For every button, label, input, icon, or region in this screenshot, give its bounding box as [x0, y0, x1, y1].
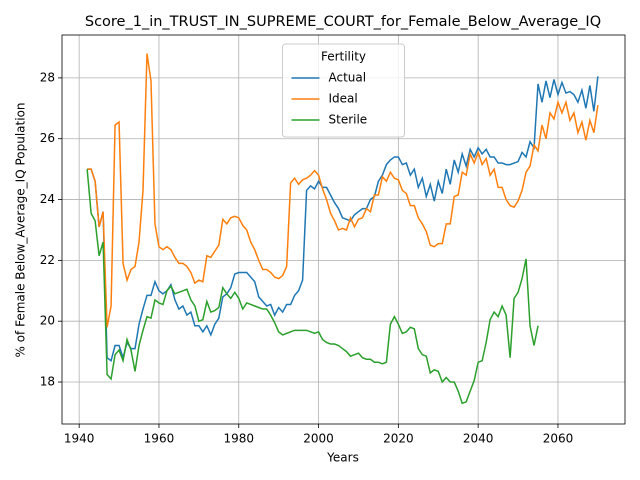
chart-title: Score_1_in_TRUST_IN_SUPREME_COURT_for_Fe…: [85, 14, 601, 30]
y-tick-label: 24: [40, 192, 55, 206]
y-tick-label: 22: [40, 253, 55, 267]
y-axis-label: % of Female Below_Average_IQ Population: [14, 102, 28, 357]
x-tick-label: 2060: [543, 432, 574, 446]
plot-frame: [61, 34, 626, 425]
x-tick-label: 1940: [64, 432, 95, 446]
legend-label: Actual: [329, 71, 367, 85]
legend-title: Fertility: [321, 50, 366, 64]
x-tick-label: 1960: [144, 432, 175, 446]
y-tick-label: 28: [40, 70, 55, 84]
legend-box: [282, 43, 405, 138]
x-tick-label: 1980: [223, 432, 254, 446]
x-axis-label: Years: [326, 451, 359, 465]
x-tick-label: 2000: [303, 432, 334, 446]
y-tick-label: 20: [40, 314, 55, 328]
series-line: [86, 169, 539, 405]
x-tick-label: 2020: [383, 432, 414, 446]
legend-label: Ideal: [329, 92, 358, 106]
x-tick-label: 2040: [463, 432, 494, 446]
legend-label: Sterile: [329, 113, 368, 127]
series-line: [87, 53, 599, 328]
y-tick-label: 26: [40, 131, 55, 145]
y-tick-label: 18: [40, 375, 55, 389]
